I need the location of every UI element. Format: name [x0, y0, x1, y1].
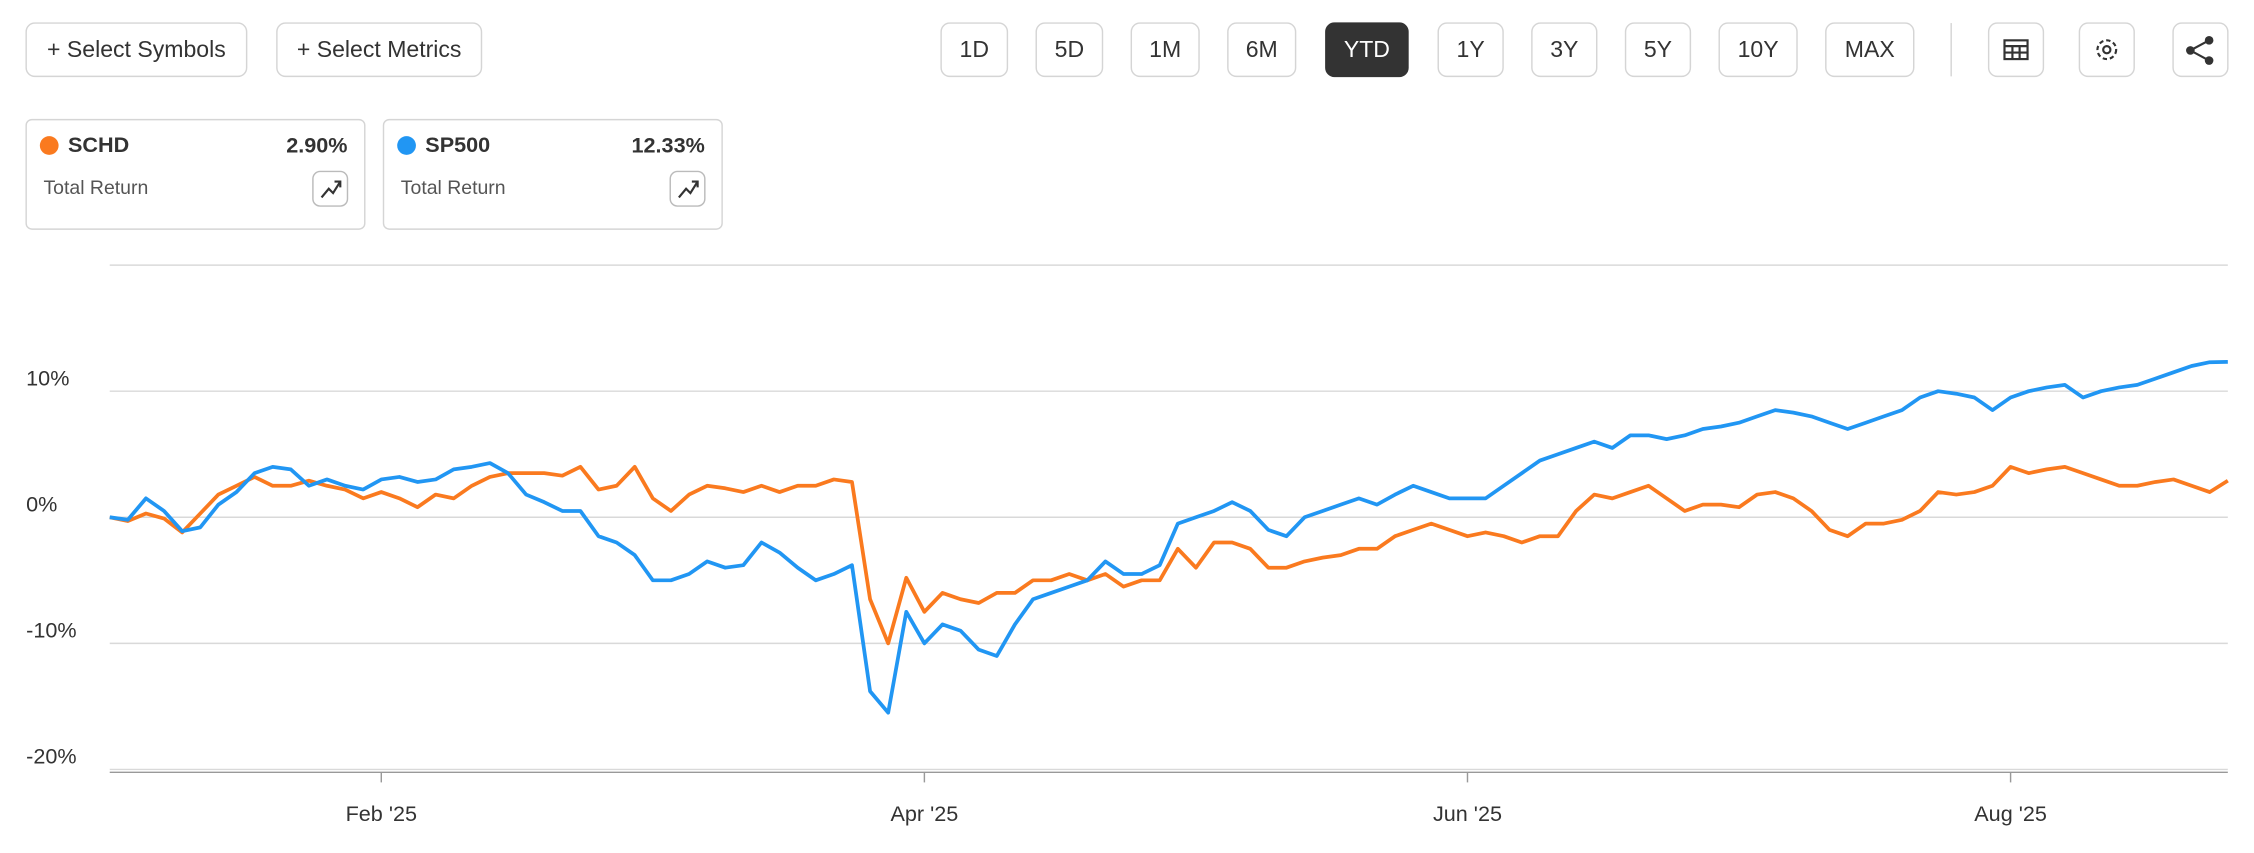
gear-icon [2096, 39, 2118, 61]
trend-icon [678, 180, 699, 199]
range-label[interactable]: 5D [1055, 36, 1084, 62]
range-button[interactable]: MAX [1825, 22, 1915, 78]
toolbar-button[interactable]: + Select Metrics [276, 22, 483, 78]
button-frame[interactable] [1227, 22, 1297, 78]
trend-icon [334, 180, 342, 188]
range-button[interactable]: 10Y [1718, 22, 1798, 78]
button-frame[interactable] [25, 22, 248, 78]
y-tick-label: -10% [26, 618, 76, 643]
range-label[interactable]: 3Y [1550, 36, 1578, 62]
range-label[interactable]: 1Y [1457, 36, 1485, 62]
range-button[interactable]: 5D [1035, 22, 1104, 78]
x-tick-label: Aug '25 [1974, 801, 2047, 826]
range-button[interactable]: 1M [1130, 22, 1200, 78]
toolbar-button[interactable]: + Select Symbols [25, 22, 248, 78]
y-tick-label: 10% [26, 365, 69, 390]
button-frame[interactable] [1825, 22, 1915, 78]
x-tick-label: Feb '25 [346, 801, 417, 826]
range-button[interactable]: 1D [940, 22, 1009, 78]
range-label[interactable]: YTD [1344, 36, 1390, 62]
button-frame[interactable] [1325, 22, 1409, 78]
button-frame[interactable] [1624, 22, 1692, 78]
legend-name: SCHD [68, 132, 129, 157]
range-button[interactable]: 6M [1227, 22, 1297, 78]
share-button[interactable] [2172, 22, 2229, 78]
range-button[interactable]: 3Y [1531, 22, 1598, 78]
legend-return: 12.33% [632, 133, 705, 158]
settings-button[interactable] [2078, 22, 2135, 78]
range-label[interactable]: 10Y [1738, 36, 1779, 62]
legend-metric: Total Return [43, 177, 148, 199]
button-label[interactable]: + Select Metrics [297, 36, 462, 62]
series-line [109, 359, 2228, 715]
x-tick-label: Jun '25 [1433, 801, 1502, 826]
trend-icon [320, 180, 342, 199]
trend-icon [691, 180, 699, 188]
legend-dot [39, 136, 59, 155]
legend-dot [397, 136, 416, 155]
range-label[interactable]: 6M [1246, 36, 1278, 62]
y-tick-label: 0% [26, 491, 57, 516]
table-button[interactable] [1987, 22, 2045, 78]
y-tick-label: -20% [26, 744, 76, 769]
card-frame[interactable] [25, 118, 366, 230]
button-frame[interactable] [1718, 22, 1798, 78]
range-button[interactable]: YTD [1325, 22, 1409, 78]
legend-return: 2.90% [286, 133, 347, 158]
button-frame[interactable] [1035, 22, 1104, 78]
range-label[interactable]: MAX [1845, 36, 1895, 62]
button-frame[interactable] [2078, 22, 2135, 78]
range-label[interactable]: 5Y [1644, 36, 1672, 62]
button-frame[interactable] [940, 22, 1009, 78]
button-frame[interactable] [2172, 22, 2229, 78]
card-frame[interactable] [382, 118, 723, 230]
range-label[interactable]: 1M [1149, 36, 1181, 62]
legend-name: SP500 [425, 132, 490, 157]
table-icon [2003, 39, 2029, 61]
button-frame[interactable] [1987, 22, 2045, 78]
legend-metric: Total Return [401, 177, 506, 199]
button-frame[interactable] [1531, 22, 1598, 78]
button-frame[interactable] [276, 22, 483, 78]
x-tick-label: Apr '25 [890, 801, 958, 826]
range-button[interactable]: 1Y [1437, 22, 1504, 78]
range-label[interactable]: 1D [960, 36, 989, 62]
legend-card[interactable]: SP500 12.33% Total Return [382, 118, 723, 230]
range-button[interactable]: 5Y [1624, 22, 1692, 78]
button-label[interactable]: + Select Symbols [47, 36, 226, 62]
legend-card[interactable]: SCHD 2.90% Total Return [25, 118, 366, 230]
gear-icon [2102, 45, 2112, 55]
button-frame[interactable] [1437, 22, 1504, 78]
series-line [109, 464, 2229, 646]
button-frame[interactable] [1130, 22, 1200, 78]
share-icon [2188, 39, 2210, 62]
